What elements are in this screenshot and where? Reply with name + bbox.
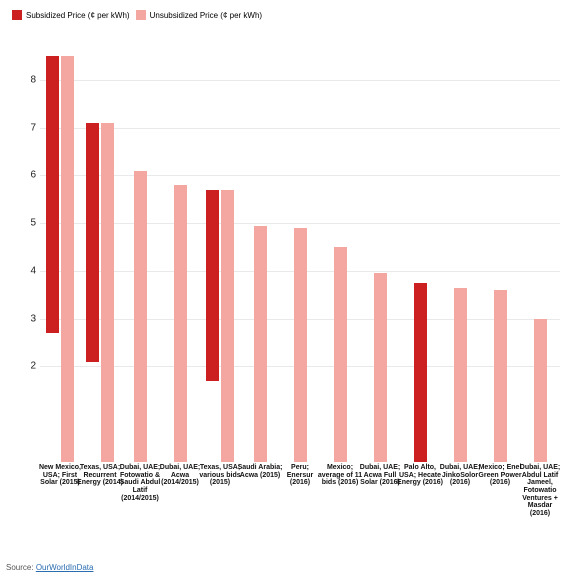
source-label: Source:	[6, 563, 34, 572]
bar	[294, 228, 307, 462]
bar-group	[206, 190, 234, 462]
bar	[414, 283, 427, 462]
plot-area	[40, 32, 560, 462]
y-tick-label: 2	[20, 361, 36, 372]
bar-group	[86, 123, 114, 462]
bar-group	[46, 56, 74, 462]
bar-group	[494, 290, 507, 462]
bar	[101, 123, 114, 462]
y-tick-label: 7	[20, 122, 36, 133]
gridline	[40, 175, 560, 176]
bar-group	[414, 283, 427, 462]
legend-item: Subsidized Price (¢ per kWh)	[12, 10, 130, 20]
y-tick-label: 6	[20, 170, 36, 181]
bar-chart: 2 3 4 5 6 7 8	[20, 32, 560, 462]
source-line: Source: OurWorldInData	[6, 563, 93, 572]
y-tick-label: 3	[20, 313, 36, 324]
bar	[494, 290, 507, 462]
y-tick-label: 5	[20, 218, 36, 229]
bar-group	[334, 247, 347, 462]
bar	[174, 185, 187, 462]
bar	[334, 247, 347, 462]
legend-swatch-subsidized	[12, 10, 22, 20]
bar	[454, 288, 467, 462]
bar	[254, 226, 267, 463]
bar	[206, 190, 219, 381]
bar-group	[134, 171, 147, 462]
bar-group	[534, 319, 547, 462]
legend: Subsidized Price (¢ per kWh) Unsubsidize…	[12, 10, 262, 20]
bar	[46, 56, 59, 333]
legend-item: Unsubsidized Price (¢ per kWh)	[136, 10, 262, 20]
bar-group	[254, 226, 267, 463]
legend-swatch-unsubsidized	[136, 10, 146, 20]
bar-group	[174, 185, 187, 462]
gridline	[40, 223, 560, 224]
bar	[134, 171, 147, 462]
gridline	[40, 128, 560, 129]
bar-group	[374, 273, 387, 462]
bar-group	[294, 228, 307, 462]
bar	[374, 273, 387, 462]
bar	[221, 190, 234, 462]
x-axis-labels: New Mexico, USA; First Solar (2015)Texas…	[40, 464, 560, 556]
bar	[61, 56, 74, 462]
y-tick-label: 8	[20, 74, 36, 85]
x-tick-label: Dubai, UAE; Abdul Latif Jameel, Fotowati…	[517, 464, 563, 518]
legend-label: Subsidized Price (¢ per kWh)	[26, 11, 130, 20]
gridline	[40, 80, 560, 81]
legend-label: Unsubsidized Price (¢ per kWh)	[150, 11, 262, 20]
y-tick-label: 4	[20, 265, 36, 276]
bar	[86, 123, 99, 362]
bar	[534, 319, 547, 462]
source-link[interactable]: OurWorldInData	[36, 563, 94, 572]
bar-group	[454, 288, 467, 462]
